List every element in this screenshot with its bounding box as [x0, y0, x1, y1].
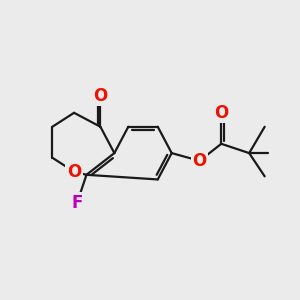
Text: F: F [71, 194, 83, 212]
Text: O: O [193, 152, 207, 170]
Text: O: O [67, 163, 81, 181]
Text: O: O [214, 104, 228, 122]
Text: O: O [93, 87, 107, 105]
